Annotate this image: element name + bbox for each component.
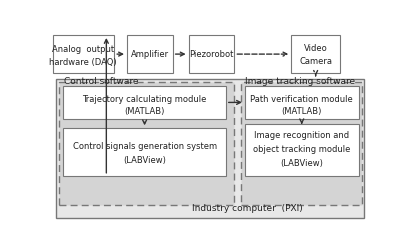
FancyBboxPatch shape (53, 35, 114, 73)
FancyBboxPatch shape (56, 79, 364, 218)
Text: (LABView): (LABView) (280, 159, 323, 168)
Text: (MATLAB): (MATLAB) (282, 107, 322, 116)
Text: Path verification module: Path verification module (251, 94, 353, 104)
FancyBboxPatch shape (63, 85, 226, 119)
FancyBboxPatch shape (59, 82, 234, 205)
Text: (LABView): (LABView) (123, 156, 166, 165)
FancyBboxPatch shape (291, 35, 340, 73)
Text: Control signals generation system: Control signals generation system (73, 142, 217, 151)
FancyBboxPatch shape (188, 35, 234, 73)
FancyBboxPatch shape (245, 124, 359, 176)
Text: Video: Video (304, 44, 328, 53)
Text: hardware (DAQ): hardware (DAQ) (49, 58, 117, 67)
Text: Image recognition and: Image recognition and (254, 132, 349, 141)
Text: Industry computer  (PXI): Industry computer (PXI) (192, 204, 302, 213)
Text: object tracking module: object tracking module (253, 145, 350, 154)
Text: Analog  output: Analog output (52, 45, 114, 54)
Text: Control software: Control software (64, 77, 138, 85)
Text: Image tracking software: Image tracking software (245, 77, 355, 85)
Text: Camera: Camera (299, 57, 332, 66)
FancyBboxPatch shape (127, 35, 173, 73)
FancyBboxPatch shape (63, 128, 226, 176)
Text: Piezorobot: Piezorobot (189, 50, 234, 59)
Text: Trajectory calculating module: Trajectory calculating module (82, 94, 207, 104)
FancyBboxPatch shape (245, 85, 359, 119)
FancyBboxPatch shape (241, 82, 362, 205)
Text: Amplifier: Amplifier (131, 50, 169, 59)
Text: (MATLAB): (MATLAB) (124, 107, 165, 116)
